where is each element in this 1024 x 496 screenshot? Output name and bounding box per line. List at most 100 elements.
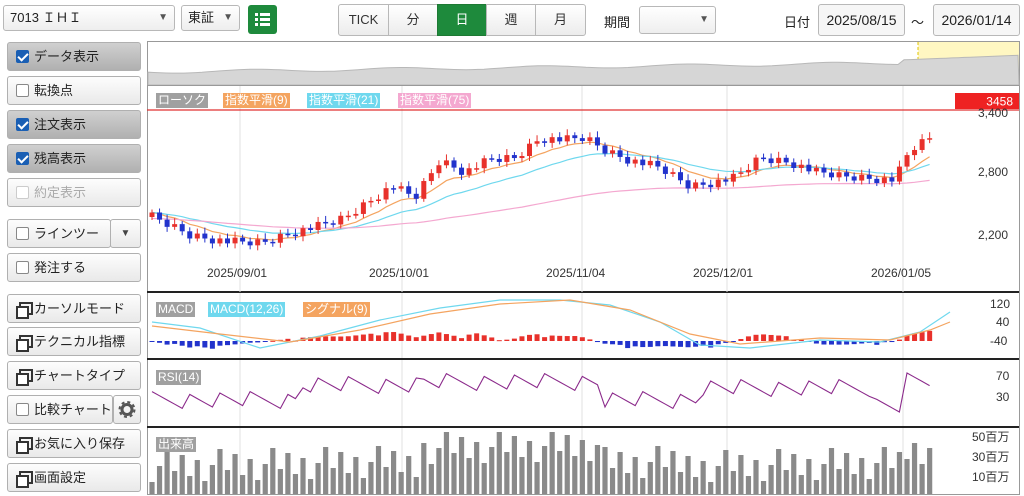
legend-volume: 出来高 (156, 437, 197, 452)
window-icon (16, 471, 33, 488)
chart-type-button[interactable]: チャートタイプ (7, 361, 141, 390)
date-axis-label: 2025/12/01 (693, 266, 754, 280)
candle-body (451, 160, 457, 168)
macd-histogram-bar (202, 341, 208, 348)
candle-body (527, 143, 532, 157)
candle-body (511, 155, 517, 159)
macd-histogram-bar (481, 335, 487, 341)
candle-body (481, 158, 487, 169)
candle-body (610, 150, 616, 154)
volume-bar (768, 465, 774, 494)
volume-bar (723, 450, 729, 494)
volume-bar (504, 452, 510, 494)
macd-histogram-bar (579, 337, 585, 341)
volume-bar (904, 459, 910, 494)
candle-body (874, 178, 880, 184)
candle-body (157, 212, 163, 220)
candle-body (730, 173, 736, 182)
candle-body (896, 166, 902, 182)
period-tick-button[interactable]: TICK (338, 4, 389, 36)
period-label: 期間 (604, 15, 631, 30)
order-display-toggle[interactable]: 注文表示 (7, 110, 141, 139)
volume-bar (466, 458, 472, 494)
chevron-down-icon: ▼ (699, 14, 709, 25)
volume-bar (458, 437, 465, 494)
chevron-down-icon: ▼ (158, 12, 168, 23)
candle-body (292, 234, 298, 237)
cursor-mode-button[interactable]: カーソルモード (7, 294, 141, 323)
macd-histogram-bar (723, 341, 729, 343)
window-icon (16, 437, 33, 454)
overview-navigator[interactable] (147, 42, 1020, 86)
candle-body (398, 186, 404, 189)
macd-histogram-bar (338, 336, 344, 341)
list-view-button[interactable] (248, 5, 277, 34)
candle-body (745, 169, 751, 173)
ema-21-line (151, 152, 930, 235)
rsi-axis-label: 30 (996, 390, 1010, 404)
period-select[interactable]: ▼ (639, 6, 716, 34)
candle-body (844, 172, 850, 177)
volume-bar (187, 476, 193, 494)
volume-axis-label: 30百万 (972, 450, 1010, 464)
macd-histogram-bar (753, 334, 759, 341)
volume-bar (609, 468, 616, 494)
macd-histogram-bar (345, 336, 351, 341)
volume-bar (255, 480, 261, 494)
macd-histogram-bar (262, 341, 268, 342)
screen-settings-button[interactable]: 画面設定 (7, 463, 141, 492)
period-day-button[interactable]: 日 (437, 4, 487, 36)
symbol-select[interactable]: 7013 ＩＨＩ ▼ (3, 5, 175, 31)
date-from-input[interactable]: 2025/08/15 (818, 4, 905, 36)
rsi-axis-label: 70 (996, 369, 1010, 383)
volume-bar (753, 460, 759, 494)
candle-body (194, 233, 200, 239)
volume-bar (828, 448, 835, 494)
price-axis-label: 2,200 (978, 228, 1009, 242)
volume-bar (881, 447, 887, 494)
macd-histogram-bar (360, 334, 366, 341)
price-axis-label: 3,400 (978, 106, 1009, 120)
period-month-button[interactable]: 月 (535, 4, 586, 36)
execution-display-toggle[interactable]: 約定表示 (7, 178, 141, 207)
macd-histogram-bar (632, 341, 638, 347)
period-week-button[interactable]: 週 (486, 4, 536, 36)
volume-bar (602, 447, 608, 494)
candle-body (519, 156, 525, 159)
volume-bar (330, 468, 336, 494)
compare-settings-button[interactable] (113, 395, 141, 424)
candle-body (866, 174, 872, 179)
date-to-input[interactable]: 2026/01/14 (933, 4, 1020, 36)
candle-body (270, 241, 276, 244)
favorites-save-button[interactable]: お気に入り保存 (7, 429, 141, 458)
macd-histogram-bar (700, 341, 706, 346)
volume-bar (300, 458, 306, 494)
macd-histogram-bar (836, 341, 842, 345)
market-select[interactable]: 東証 ▼ (181, 5, 240, 31)
volume-bar (232, 454, 238, 494)
turning-point-toggle[interactable]: 転換点 (7, 76, 141, 105)
candle-body (572, 135, 578, 139)
candle-body (474, 168, 480, 170)
macd-histogram-bar (149, 341, 155, 342)
compare-chart-toggle[interactable]: 比較チャート (7, 395, 113, 424)
technical-indicator-button[interactable]: テクニカル指標 (7, 327, 141, 356)
candle-body (383, 188, 389, 200)
volume-bar (481, 463, 487, 494)
candle-body (413, 193, 419, 199)
volume-bar (617, 452, 623, 494)
macd-histogram-bar (270, 340, 276, 342)
candle-body (179, 224, 185, 232)
macd-histogram-bar (534, 334, 540, 341)
macd-histogram-bar (647, 341, 653, 347)
line-tool-dropdown[interactable]: ▼ (110, 219, 141, 248)
macd-histogram-bar (904, 335, 910, 341)
candle-body (542, 141, 548, 143)
macd-histogram-bar (330, 336, 336, 341)
candle-body (851, 176, 857, 181)
data-display-toggle[interactable]: データ表示 (7, 42, 141, 71)
period-minute-button[interactable]: 分 (388, 4, 438, 36)
place-order-toggle[interactable]: 発注する (7, 253, 141, 282)
balance-display-toggle[interactable]: 残高表示 (7, 144, 141, 173)
